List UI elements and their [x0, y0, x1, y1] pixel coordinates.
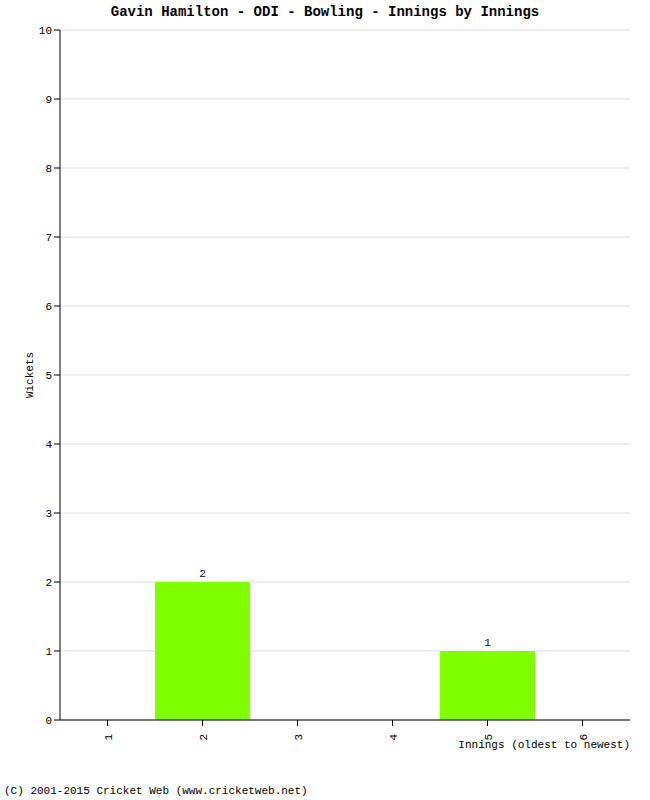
svg-text:1: 1 — [45, 646, 52, 658]
svg-text:0: 0 — [45, 715, 52, 727]
svg-text:7: 7 — [45, 232, 52, 244]
svg-text:6: 6 — [578, 734, 590, 741]
svg-text:5: 5 — [483, 734, 495, 741]
svg-text:10: 10 — [39, 25, 52, 37]
svg-text:2: 2 — [45, 577, 52, 589]
svg-text:4: 4 — [45, 439, 52, 451]
svg-text:2: 2 — [199, 568, 206, 580]
svg-text:9: 9 — [45, 94, 52, 106]
html-text:Innings (oldest to newest): Innings (oldest to newest) — [458, 739, 630, 751]
html-text:(C) 2001-2015 Cricket Web (www: (C) 2001-2015 Cricket Web (www.cricketwe… — [4, 785, 308, 797]
svg-text:3: 3 — [293, 734, 305, 741]
svg-text:2: 2 — [198, 734, 210, 741]
html-text:Gavin Hamilton - ODI - Bowling: Gavin Hamilton - ODI - Bowling - Innings… — [110, 4, 540, 20]
svg-text:3: 3 — [45, 508, 52, 520]
svg-text:1: 1 — [103, 734, 115, 741]
svg-text:5: 5 — [45, 370, 52, 382]
svg-text:4: 4 — [388, 734, 400, 741]
html-text:Wickets: Wickets — [24, 351, 36, 399]
svg-text:6: 6 — [45, 301, 52, 313]
svg-text:1: 1 — [484, 637, 491, 649]
svg-text:8: 8 — [45, 163, 52, 175]
